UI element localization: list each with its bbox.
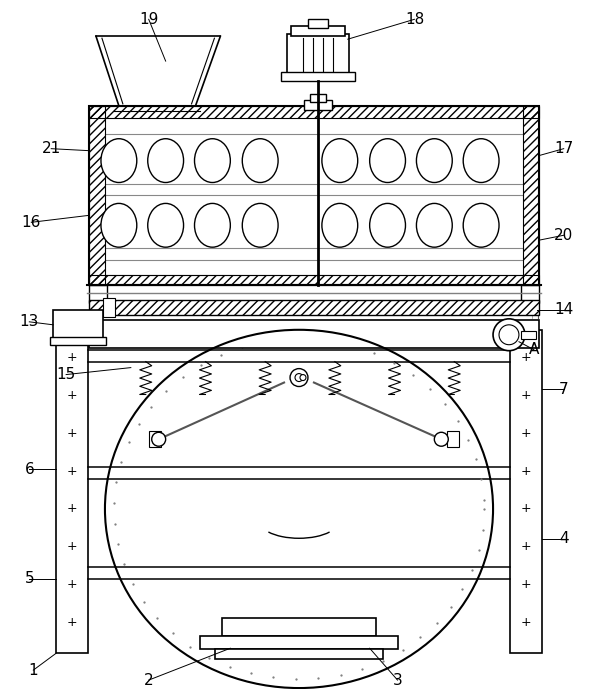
Bar: [89, 285, 107, 303]
Text: 13: 13: [20, 314, 39, 330]
Bar: [523, 106, 539, 285]
Text: +: +: [67, 616, 77, 629]
Text: +: +: [521, 578, 531, 591]
Circle shape: [493, 319, 525, 351]
Text: +: +: [67, 578, 77, 591]
Ellipse shape: [322, 139, 358, 182]
Ellipse shape: [148, 203, 184, 247]
Ellipse shape: [370, 139, 405, 182]
Text: 1: 1: [29, 663, 38, 678]
Ellipse shape: [242, 139, 278, 182]
Text: +: +: [67, 540, 77, 553]
Text: 15: 15: [56, 367, 76, 382]
Bar: [215, 650, 383, 659]
Bar: [521, 331, 536, 339]
Circle shape: [290, 368, 308, 386]
Text: +: +: [67, 502, 77, 515]
Bar: [304, 100, 332, 110]
Bar: [447, 431, 459, 447]
Circle shape: [295, 374, 303, 381]
Text: +: +: [521, 502, 531, 515]
Ellipse shape: [416, 139, 452, 182]
Text: 4: 4: [559, 531, 569, 547]
Ellipse shape: [416, 203, 452, 247]
Bar: [222, 618, 376, 636]
Text: 3: 3: [393, 672, 402, 688]
Bar: [103, 298, 115, 317]
Circle shape: [434, 433, 448, 446]
Bar: [89, 320, 539, 348]
Bar: [56, 330, 88, 653]
Text: +: +: [521, 389, 531, 402]
Bar: [510, 330, 542, 653]
Bar: [89, 106, 539, 285]
Bar: [308, 19, 328, 28]
Bar: [291, 26, 345, 36]
Ellipse shape: [148, 139, 184, 182]
Text: +: +: [67, 389, 77, 402]
Ellipse shape: [322, 203, 358, 247]
Ellipse shape: [101, 139, 137, 182]
Text: 14: 14: [554, 303, 573, 317]
Text: +: +: [521, 616, 531, 629]
Text: 19: 19: [139, 12, 158, 27]
Ellipse shape: [242, 203, 278, 247]
Bar: [310, 94, 326, 102]
Bar: [287, 35, 349, 80]
Text: 2: 2: [144, 672, 154, 688]
Text: 6: 6: [25, 462, 34, 477]
Bar: [53, 310, 103, 340]
Ellipse shape: [194, 139, 230, 182]
Text: +: +: [67, 464, 77, 477]
Text: 20: 20: [554, 228, 573, 243]
Bar: [89, 106, 105, 285]
Text: A: A: [529, 342, 539, 357]
Bar: [89, 300, 539, 315]
Bar: [149, 431, 161, 447]
Text: +: +: [521, 427, 531, 439]
Circle shape: [300, 375, 306, 381]
Bar: [200, 636, 398, 650]
Bar: [50, 337, 106, 345]
Text: +: +: [67, 427, 77, 439]
Text: 7: 7: [559, 382, 569, 397]
Circle shape: [499, 325, 519, 345]
Bar: [521, 285, 539, 303]
Text: 17: 17: [554, 141, 573, 156]
Ellipse shape: [194, 203, 230, 247]
Circle shape: [152, 433, 166, 446]
Ellipse shape: [101, 203, 137, 247]
Ellipse shape: [463, 139, 499, 182]
Text: +: +: [521, 351, 531, 364]
Text: +: +: [521, 464, 531, 477]
Ellipse shape: [463, 203, 499, 247]
Text: +: +: [67, 351, 77, 364]
Text: 21: 21: [42, 141, 61, 156]
Bar: [281, 72, 355, 81]
Text: 18: 18: [405, 12, 424, 27]
Text: 5: 5: [25, 571, 34, 586]
Bar: [89, 106, 539, 118]
Ellipse shape: [370, 203, 405, 247]
Text: +: +: [521, 540, 531, 553]
Text: 16: 16: [22, 215, 41, 230]
Bar: [89, 275, 539, 285]
